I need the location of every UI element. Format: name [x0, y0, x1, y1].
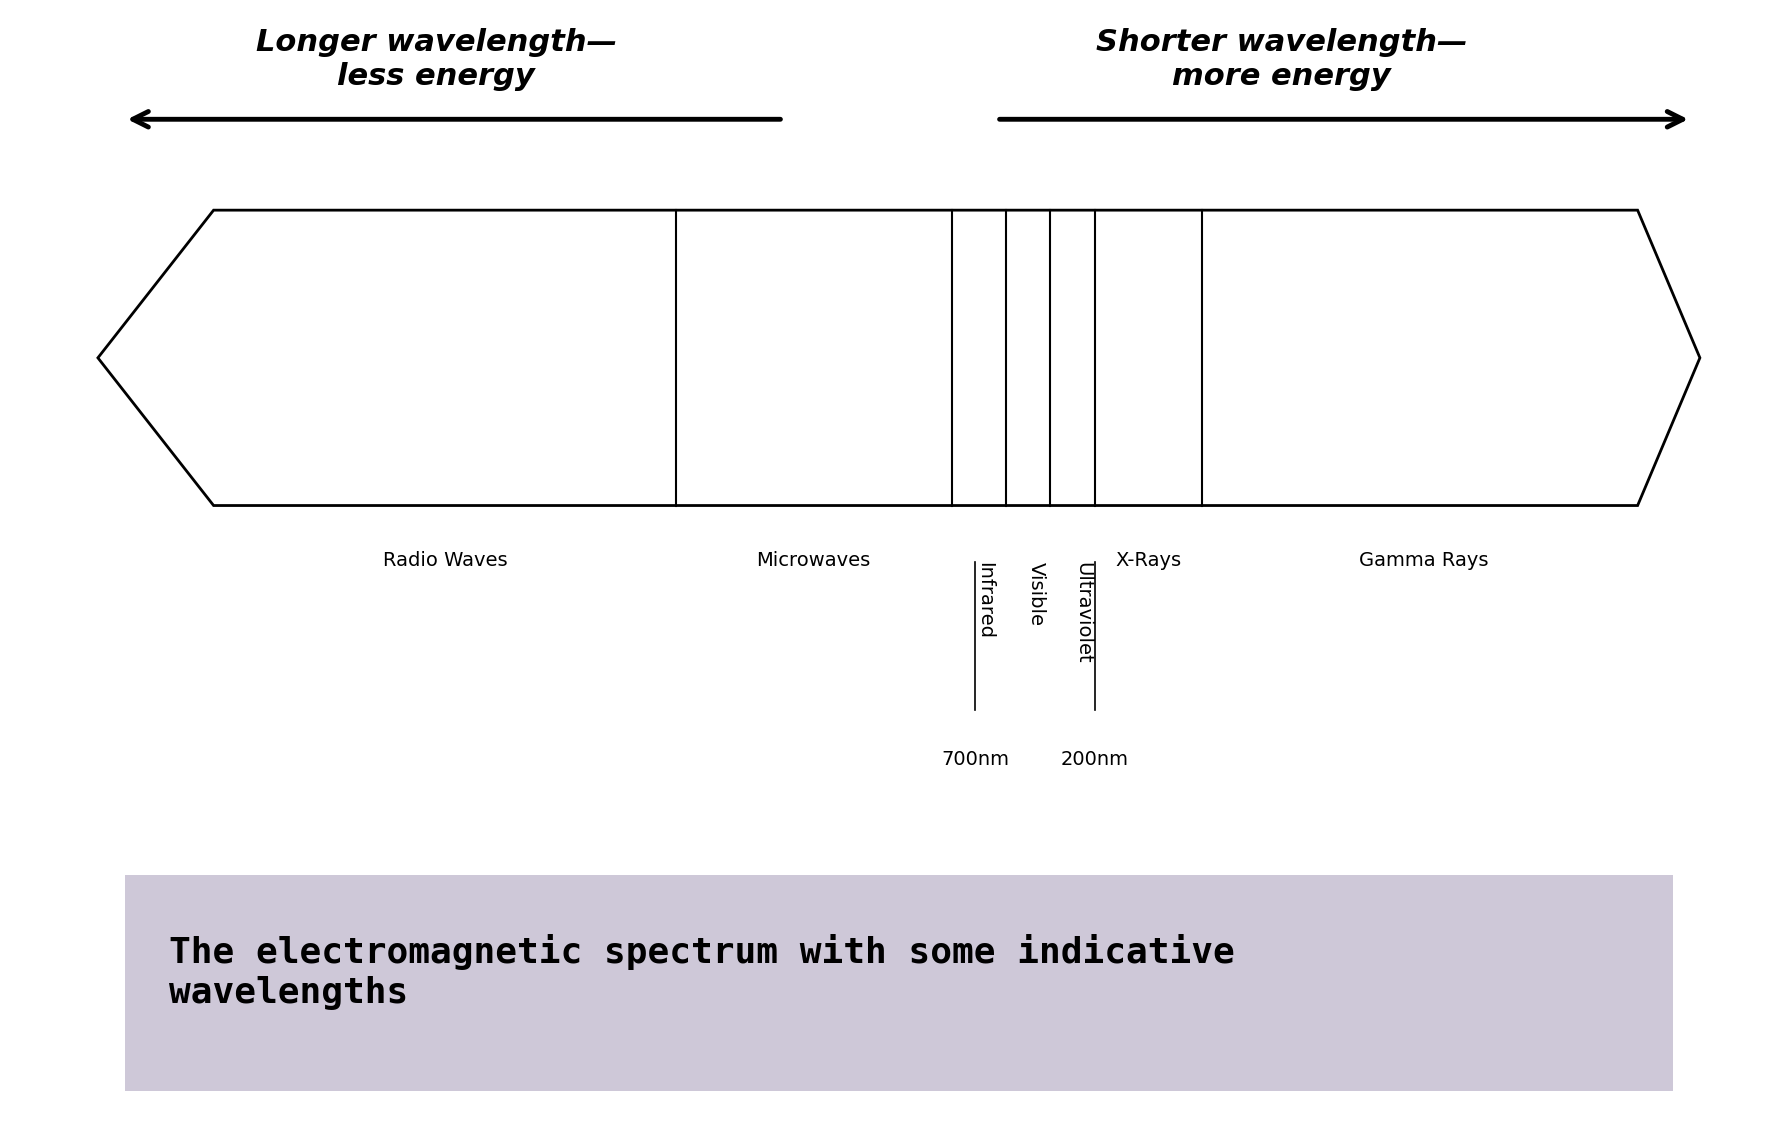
- Polygon shape: [98, 210, 1700, 506]
- Text: Shorter wavelength—
more energy: Shorter wavelength— more energy: [1096, 28, 1467, 91]
- Text: Ultraviolet: Ultraviolet: [1073, 562, 1093, 663]
- Text: X-Rays: X-Rays: [1114, 551, 1182, 570]
- Text: Radio Waves: Radio Waves: [383, 551, 507, 570]
- Text: Infrared: Infrared: [975, 562, 995, 640]
- Text: Visible: Visible: [1027, 562, 1047, 626]
- Text: Gamma Rays: Gamma Rays: [1360, 551, 1488, 570]
- Text: Longer wavelength—
less energy: Longer wavelength— less energy: [256, 28, 616, 91]
- Text: 700nm: 700nm: [942, 750, 1009, 769]
- Text: Microwaves: Microwaves: [756, 551, 870, 570]
- FancyBboxPatch shape: [125, 875, 1673, 1091]
- Text: The electromagnetic spectrum with some indicative
wavelengths: The electromagnetic spectrum with some i…: [169, 934, 1235, 1010]
- Text: 200nm: 200nm: [1061, 750, 1129, 769]
